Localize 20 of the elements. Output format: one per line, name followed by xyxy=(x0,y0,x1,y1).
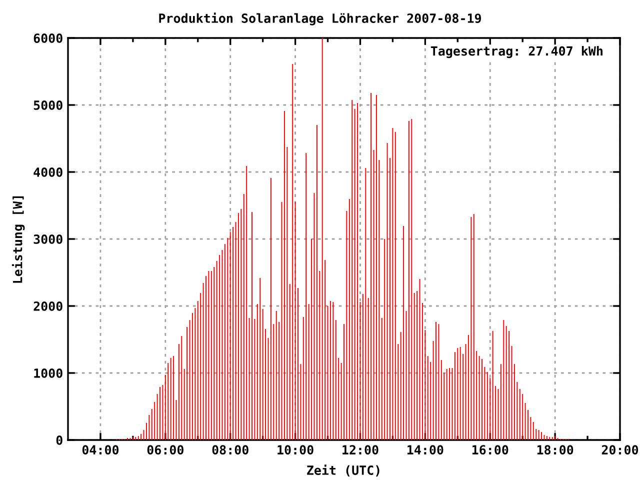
x-axis-title: Zeit (UTC) xyxy=(307,464,380,476)
x-tick-label: 08:00 xyxy=(212,445,248,455)
y-tick-label: 4000 xyxy=(34,167,62,177)
y-tick-label: 3000 xyxy=(34,234,62,244)
chart-title: Produktion Solaranlage Löhracker 2007-08-19 xyxy=(159,12,482,26)
y-tick-label: 2000 xyxy=(34,301,62,311)
x-tick-label: 04:00 xyxy=(82,445,119,455)
x-tick-label: 12:00 xyxy=(342,445,378,455)
y-axis-title: Leistung [W] xyxy=(12,196,25,283)
x-tick-label: 20:00 xyxy=(602,445,638,455)
y-tick-label: 5000 xyxy=(34,100,62,110)
x-tick-label: 16:00 xyxy=(472,445,508,455)
y-tick-label: 1000 xyxy=(34,368,62,378)
y-tick-label: 6000 xyxy=(34,33,62,43)
annotation: Tagesertrag: 27.407 kWh xyxy=(430,46,602,58)
x-tick-label: 06:00 xyxy=(147,445,184,455)
x-tick-label: 10:00 xyxy=(278,445,314,455)
x-tick-label: 18:00 xyxy=(537,445,574,455)
x-tick-label: 14:00 xyxy=(408,445,444,455)
y-tick-label: 0 xyxy=(56,435,62,445)
